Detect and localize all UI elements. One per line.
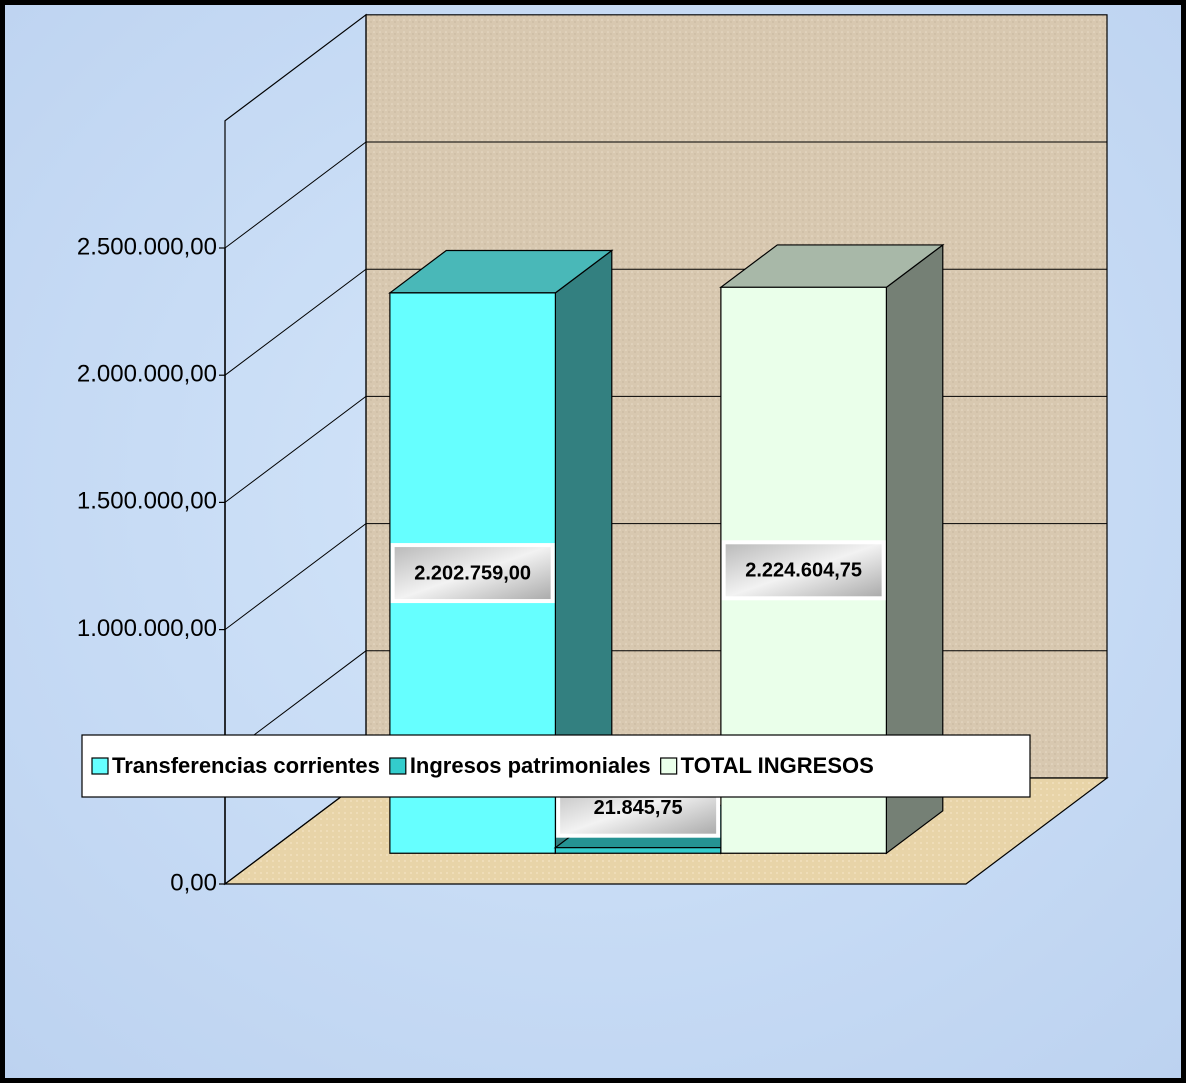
legend-label: TOTAL INGRESOS — [681, 753, 874, 778]
data-label: 2.224.604,75 — [721, 540, 886, 601]
legend: Transferencias corrientes Ingresos patrim… — [81, 734, 1031, 798]
data-label-text: 2.202.759,00 — [414, 562, 531, 584]
legend-label: Transferencias corrientes — [112, 753, 380, 778]
y-tick-label: 2.000.000,00 — [77, 361, 217, 388]
plot-area: 0,00500.000,001.000.000,001.500.000,002.… — [77, 13, 1109, 896]
data-label: 2.202.759,00 — [390, 543, 555, 604]
data-label-text: 2.224.604,75 — [745, 560, 862, 582]
data-label-text: 21.845,75 — [594, 797, 683, 819]
y-tick-label: 0,00 — [170, 869, 217, 896]
data-label-box — [390, 543, 555, 604]
y-tick-label: 1.000.000,00 — [77, 615, 217, 642]
legend-label: Ingresos patrimoniales — [410, 753, 651, 778]
bar — [554, 847, 722, 854]
grid-line — [224, 141, 1107, 249]
y-tick-label: 2.500.000,00 — [77, 233, 217, 260]
legend-swatch — [91, 757, 109, 775]
legend-box — [81, 734, 1031, 798]
legend-swatch — [389, 757, 407, 775]
data-label-box — [721, 540, 886, 601]
legend-swatch — [660, 757, 678, 775]
y-tick-label: 1.500.000,00 — [77, 488, 217, 515]
